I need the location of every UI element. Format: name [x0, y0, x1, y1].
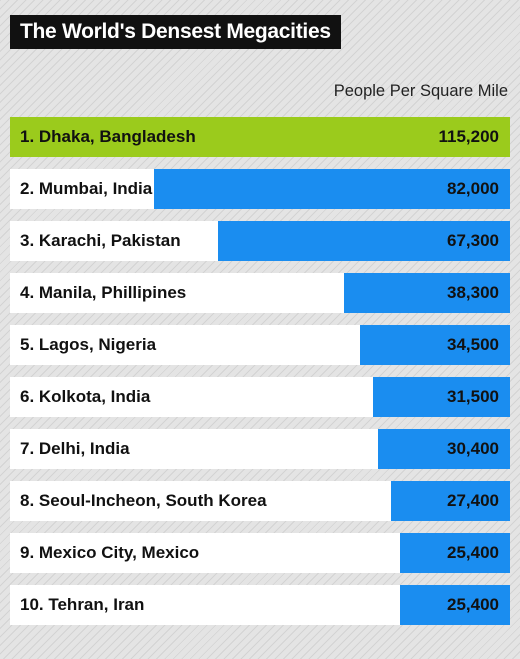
city-label: 10. Tehran, Iran — [20, 595, 145, 614]
bar-row: 7. Delhi, India 30,400 — [10, 429, 510, 469]
bar-row: 1. Dhaka, Bangladesh 115,200 — [10, 117, 510, 157]
value-label: 25,400 — [447, 543, 499, 562]
bar-row: 8. Seoul-Incheon, South Korea 27,400 — [10, 481, 510, 521]
bar — [400, 533, 510, 573]
value-label: 25,400 — [447, 595, 499, 614]
value-label: 34,500 — [447, 335, 499, 354]
city-label: 3. Karachi, Pakistan — [20, 231, 181, 250]
value-label: 115,200 — [438, 127, 499, 146]
chart-title: The World's Densest Megacities — [10, 15, 341, 49]
value-label: 38,300 — [447, 283, 499, 302]
bar — [218, 221, 510, 261]
city-label: 6. Kolkota, India — [20, 387, 151, 406]
city-label: 1. Dhaka, Bangladesh — [20, 127, 196, 146]
bar-row: 9. Mexico City, Mexico 25,400 — [10, 533, 510, 573]
bar-row: 6. Kolkota, India 31,500 — [10, 377, 510, 417]
city-label: 5. Lagos, Nigeria — [20, 335, 157, 354]
value-label: 31,500 — [447, 387, 499, 406]
bar — [400, 585, 510, 625]
city-label: 9. Mexico City, Mexico — [20, 543, 200, 562]
value-label: 30,400 — [447, 439, 499, 458]
bar — [154, 169, 510, 209]
bar — [344, 273, 510, 313]
unit-label: People Per Square Mile — [333, 82, 508, 100]
bar — [10, 117, 510, 157]
city-label: 8. Seoul-Incheon, South Korea — [20, 491, 267, 510]
bar-row: 10. Tehran, Iran 25,400 — [10, 585, 510, 625]
bar-row: 5. Lagos, Nigeria 34,500 — [10, 325, 510, 365]
bar-row: 2. Mumbai, India 82,000 — [10, 169, 510, 209]
bar — [360, 325, 510, 365]
bar — [378, 429, 510, 469]
bar-row: 3. Karachi, Pakistan 67,300 — [10, 221, 510, 261]
value-label: 67,300 — [447, 231, 499, 250]
value-label: 27,400 — [447, 491, 499, 510]
city-label: 4. Manila, Phillipines — [20, 283, 187, 302]
bar-row: 4. Manila, Phillipines 38,300 — [10, 273, 510, 313]
bar — [391, 481, 510, 521]
value-label: 82,000 — [447, 179, 499, 198]
city-label: 7. Delhi, India — [20, 439, 130, 458]
city-label: 2. Mumbai, India — [20, 179, 153, 198]
bar — [373, 377, 510, 417]
